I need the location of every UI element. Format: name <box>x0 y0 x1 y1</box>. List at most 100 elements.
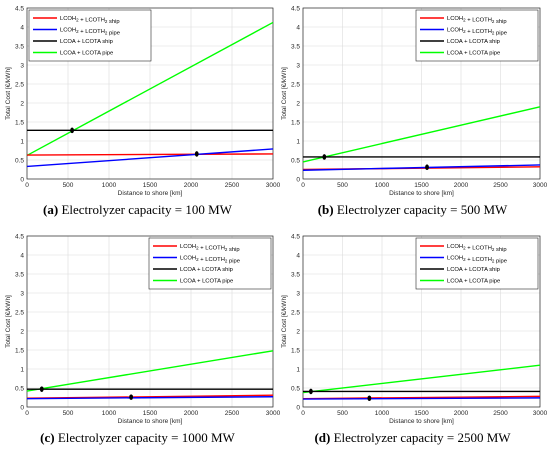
x-tick-label: 500 <box>337 410 348 417</box>
x-tick-label: 500 <box>63 410 74 417</box>
y-tick-label: 1 <box>296 366 300 373</box>
y-tick-label: 4.5 <box>291 233 300 240</box>
y-tick-label: 0.5 <box>291 157 300 164</box>
legend-label: LCOH2 + LCOTH2 pipe <box>447 256 507 265</box>
legend-c: LCOH2 + LCOTH2 ship LCOH2 + LCOTH2 pipe LC… <box>148 237 272 290</box>
y-tick-label: 4.5 <box>15 5 24 12</box>
caption-b: (b) Electrolyzer capacity = 500 MW <box>275 202 550 218</box>
chart-a: 0 500 1000 1500 2000 2500 3000 0 0.5 1 1.5 2 2.5 3 3.5… <box>5 5 281 197</box>
y-tick-label: 4 <box>296 252 300 259</box>
legend-label: LCOA + LCOTA pipe <box>180 279 233 285</box>
legend-label: LCOH2 + LCOTH2 ship <box>180 244 240 253</box>
y-tick-label: 4.5 <box>291 5 300 12</box>
series-line <box>302 397 541 400</box>
x-tick-label: 2000 <box>184 410 199 417</box>
y-tick-label: 0.5 <box>15 157 24 164</box>
x-tick-label: 2000 <box>454 410 469 417</box>
y-tick-label: 4 <box>20 24 24 31</box>
legend-label: LCOA + LCOTA pipe <box>60 51 113 57</box>
x-tick-label: 0 <box>25 410 29 417</box>
caption-a: (a) Electrolyzer capacity = 100 MW <box>0 202 275 218</box>
y-tick-label: 1 <box>20 138 24 145</box>
intersection-marker <box>367 395 372 402</box>
x-tick-label: 0 <box>301 182 305 189</box>
y-tick-label: 3 <box>20 290 24 297</box>
caption-b-letter: (b) <box>317 202 334 217</box>
x-tick-label: 1500 <box>414 182 429 189</box>
y-tick-label: 4 <box>296 24 300 31</box>
x-axis-label: Distance to shore [km] <box>389 418 454 425</box>
chart-c: 0 500 1000 1500 2000 2500 3000 0 0.5 1 1.5 2 2.5 3 3.5… <box>5 233 281 425</box>
x-tick-label: 1500 <box>414 410 429 417</box>
x-tick-label: 1000 <box>102 410 117 417</box>
x-tick-label: 3000 <box>266 182 281 189</box>
y-tick-label: 2 <box>296 328 300 335</box>
y-tick-label: 3.5 <box>291 271 300 278</box>
y-tick-label: 0 <box>296 176 300 183</box>
y-tick-label: 2.5 <box>15 81 24 88</box>
x-tick-label: 3000 <box>266 410 281 417</box>
legend-label: LCOH2 + LCOTH2 pipe <box>180 256 240 265</box>
series-line <box>26 148 274 168</box>
x-tick-label: 2000 <box>454 182 469 189</box>
legend-label: LCOH2 + LCOTH2 ship <box>60 16 120 25</box>
x-tick-label: 3000 <box>533 182 548 189</box>
y-tick-label: 0.5 <box>291 385 300 392</box>
x-tick-label: 1500 <box>143 410 158 417</box>
legend-label: LCOA + LCOTA ship <box>180 267 233 273</box>
y-tick-label: 1.5 <box>15 347 24 354</box>
legend-label: LCOA + LCOTA ship <box>447 267 500 273</box>
y-axis-label: Total Cost [€/kWh] <box>281 295 288 348</box>
y-tick-label: 2 <box>296 100 300 107</box>
axes-box-b <box>302 7 541 180</box>
caption-c: (c) Electrolyzer capacity = 1000 MW <box>0 430 275 446</box>
intersection-marker <box>39 386 44 392</box>
x-tick-label: 1000 <box>375 182 390 189</box>
caption-c-text: Electrolyzer capacity = 1000 MW <box>54 430 235 445</box>
x-tick-label: 0 <box>25 182 29 189</box>
series-line <box>26 21 274 157</box>
y-axis-label: Total Cost [€/kWh] <box>5 67 12 120</box>
x-tick-label: 2500 <box>493 182 508 189</box>
y-tick-label: 1 <box>296 138 300 145</box>
x-tick-label: 500 <box>337 182 348 189</box>
caption-c-letter: (c) <box>40 430 55 445</box>
y-axis-label: Total Cost [€/kWh] <box>5 295 12 348</box>
series-line <box>26 350 274 392</box>
intersection-marker <box>322 154 327 160</box>
y-tick-label: 3.5 <box>15 43 24 50</box>
chart-b: 0 500 1000 1500 2000 2500 3000 0 0.5 1 1.5 2 2.5 3 3.5… <box>281 5 548 197</box>
intersection-marker <box>425 164 429 171</box>
y-tick-label: 1.5 <box>291 347 300 354</box>
legend-label: LCOA + LCOTA ship <box>447 39 500 45</box>
legend-a: LCOH2 + LCOTH2 ship LCOH2 + LCOTH2 pipe LC… <box>28 9 152 62</box>
y-axis-label: Total Cost [€/kWh] <box>281 67 288 120</box>
legend-b: LCOH2 + LCOTH2 ship LCOH2 + LCOTH2 pipe LC… <box>415 9 539 62</box>
x-tick-label: 3000 <box>533 410 548 417</box>
y-tick-label: 0 <box>20 404 24 411</box>
y-tick-label: 1.5 <box>15 119 24 126</box>
caption-a-letter: (a) <box>43 202 59 217</box>
legend-label: LCOH2 + LCOTH2 ship <box>447 16 507 25</box>
y-tick-label: 4.5 <box>15 233 24 240</box>
intersection-marker <box>129 394 134 400</box>
y-tick-label: 2.5 <box>15 309 24 316</box>
series-line <box>302 106 541 163</box>
caption-d-letter: (d) <box>314 430 331 445</box>
axes-box-a <box>26 7 274 180</box>
y-tick-label: 3.5 <box>15 271 24 278</box>
y-tick-label: 3 <box>296 62 300 69</box>
x-tick-label: 500 <box>63 182 74 189</box>
series-line <box>302 164 541 171</box>
caption-d: (d) Electrolyzer capacity = 2500 MW <box>275 430 550 446</box>
intersection-marker <box>194 151 199 157</box>
y-tick-label: 4 <box>20 252 24 259</box>
series-line <box>302 364 541 394</box>
y-tick-label: 3 <box>20 62 24 69</box>
y-tick-label: 1 <box>20 366 24 373</box>
x-axis-label: Distance to shore [km] <box>118 418 183 425</box>
axes-box-d <box>302 235 541 408</box>
x-tick-label: 2500 <box>225 182 240 189</box>
